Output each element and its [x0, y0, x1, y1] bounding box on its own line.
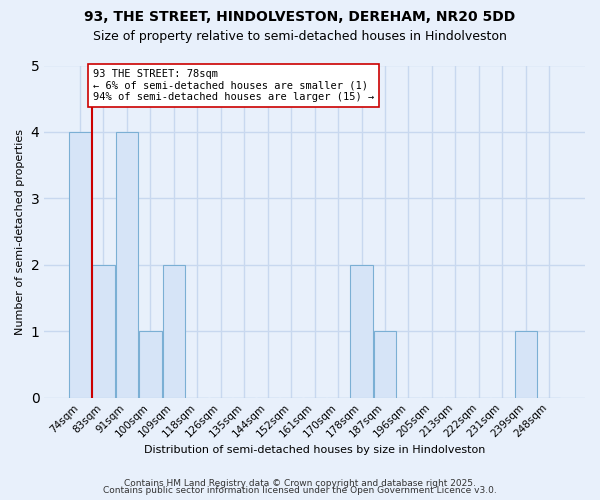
Y-axis label: Number of semi-detached properties: Number of semi-detached properties: [15, 128, 25, 334]
Bar: [350, 265, 373, 398]
Text: Size of property relative to semi-detached houses in Hindolveston: Size of property relative to semi-detach…: [93, 30, 507, 43]
Text: Contains public sector information licensed under the Open Government Licence v3: Contains public sector information licen…: [103, 486, 497, 495]
Text: 93, THE STREET, HINDOLVESTON, DEREHAM, NR20 5DD: 93, THE STREET, HINDOLVESTON, DEREHAM, N…: [85, 10, 515, 24]
Bar: [139, 332, 161, 398]
Bar: [92, 265, 115, 398]
Bar: [515, 332, 537, 398]
Text: 93 THE STREET: 78sqm
← 6% of semi-detached houses are smaller (1)
94% of semi-de: 93 THE STREET: 78sqm ← 6% of semi-detach…: [93, 69, 374, 102]
Bar: [163, 265, 185, 398]
Bar: [69, 132, 91, 398]
Bar: [374, 332, 396, 398]
Text: Contains HM Land Registry data © Crown copyright and database right 2025.: Contains HM Land Registry data © Crown c…: [124, 478, 476, 488]
Bar: [116, 132, 138, 398]
X-axis label: Distribution of semi-detached houses by size in Hindolveston: Distribution of semi-detached houses by …: [144, 445, 485, 455]
